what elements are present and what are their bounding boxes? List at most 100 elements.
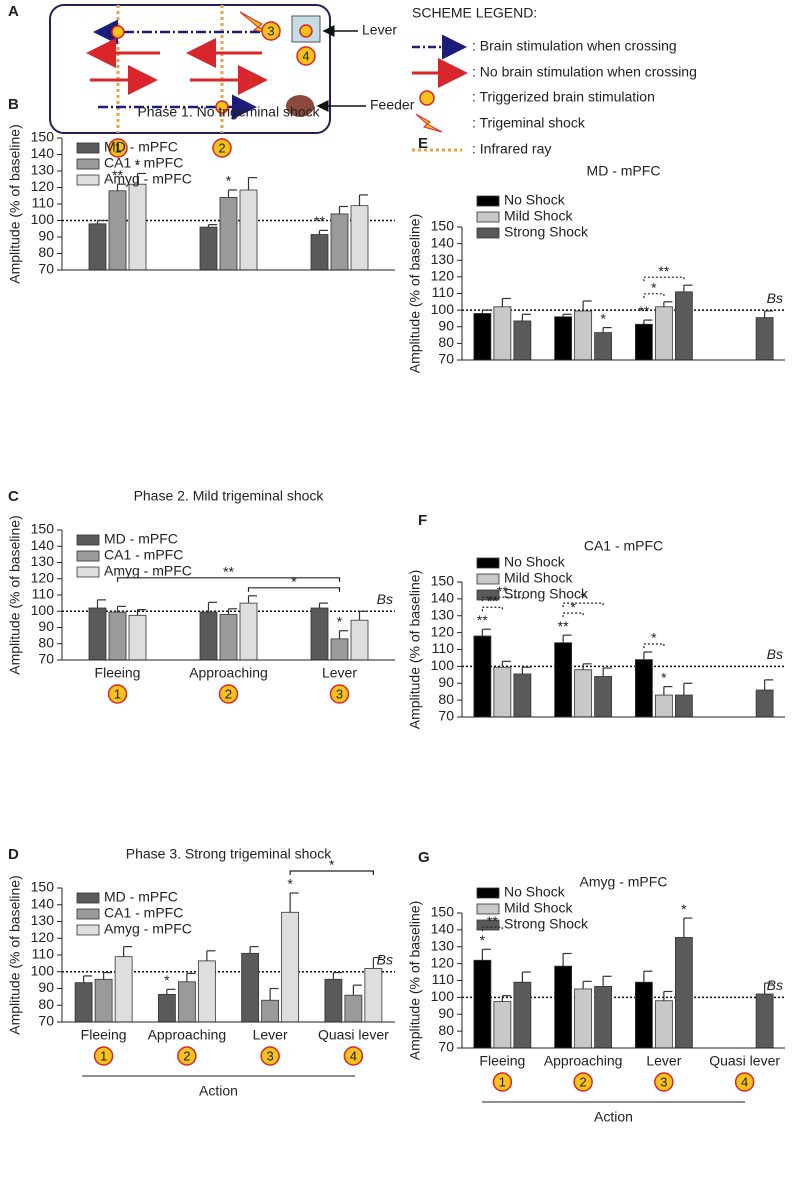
marker: 1 xyxy=(108,138,128,158)
y-tick-label: 80 xyxy=(438,691,454,707)
legend-label: CA1 - mPFC xyxy=(104,547,183,563)
marker-label: 4 xyxy=(302,48,309,63)
legend-swatch xyxy=(76,924,100,936)
x-tick-label: Quasi lever xyxy=(709,1053,780,1069)
bar xyxy=(594,332,613,361)
x-tick-label: Approaching xyxy=(189,665,268,681)
x-tick-label: Quasi lever xyxy=(318,1027,389,1043)
bar xyxy=(239,189,258,271)
bar xyxy=(364,968,383,1023)
y-tick-label: 100 xyxy=(431,301,455,317)
category-marker-label: 4 xyxy=(741,1074,748,1089)
y-tick-label: 150 xyxy=(31,879,55,895)
legend-swatch xyxy=(476,227,500,239)
legend-swatch xyxy=(476,211,500,223)
marker: 4 xyxy=(296,46,316,66)
y-tick-label: 150 xyxy=(31,129,55,145)
bracket-label: * xyxy=(580,589,586,605)
significance: * xyxy=(480,932,486,948)
bar xyxy=(157,993,176,1023)
bar xyxy=(493,306,512,361)
x-axis-label: Action xyxy=(199,1083,238,1099)
stim-dot xyxy=(299,24,313,38)
legend-swatch xyxy=(76,566,100,578)
baseline-label: Bs xyxy=(377,951,393,967)
legend-swatch xyxy=(76,550,100,562)
feeder-label: Feeder xyxy=(370,97,415,113)
legend-label: Mild Shock xyxy=(504,900,573,916)
bar xyxy=(128,183,147,271)
y-tick-label: 80 xyxy=(438,1022,454,1038)
significance: * xyxy=(337,613,343,629)
category-marker xyxy=(573,1072,593,1092)
bar xyxy=(177,981,196,1023)
category-marker-label: 1 xyxy=(114,686,121,701)
category-marker-label: 2 xyxy=(225,686,232,701)
bar xyxy=(473,635,492,718)
significance-bracket xyxy=(643,643,665,649)
bar xyxy=(128,614,147,661)
bar xyxy=(114,956,133,1023)
x-tick-label: Approaching xyxy=(148,1027,227,1043)
category-marker-label: 4 xyxy=(350,1048,357,1063)
legend-icon xyxy=(415,113,443,133)
legend-label: Amyg - mPFC xyxy=(104,921,192,937)
y-tick-label: 140 xyxy=(31,895,55,911)
bar xyxy=(199,611,218,661)
legend-label: MD - mPFC xyxy=(104,889,178,905)
marker: 3 xyxy=(261,21,281,41)
bar xyxy=(654,694,673,718)
bracket-label: * xyxy=(291,574,297,590)
legend-swatch xyxy=(476,195,500,207)
bar xyxy=(674,937,693,1049)
category-marker xyxy=(107,684,128,704)
significance-bracket xyxy=(643,293,665,298)
legend-swatch xyxy=(476,589,500,601)
legend-swatch xyxy=(476,573,500,585)
bar xyxy=(330,638,349,661)
category-marker-label: 1 xyxy=(100,1048,107,1063)
y-tick-label: 80 xyxy=(38,996,54,1012)
y-tick-label: 110 xyxy=(432,971,455,987)
x-axis-label: Action xyxy=(594,1109,633,1125)
x-tick-label: Lever xyxy=(253,1027,288,1043)
panel-label: E xyxy=(418,135,428,152)
significance: * xyxy=(681,901,687,917)
y-axis-label: Amplitude (% of baseline) xyxy=(7,124,23,284)
significance-bracket xyxy=(643,276,685,282)
significance: * xyxy=(226,173,232,189)
legend-label: Mild Shock xyxy=(504,570,573,586)
chart-title: MD - mPFC xyxy=(587,163,661,179)
bar xyxy=(554,642,573,718)
marker-label: 2 xyxy=(218,140,225,155)
y-tick-label: 130 xyxy=(31,162,55,178)
chart-title: CA1 - mPFC xyxy=(584,538,663,554)
bar-chart: C Phase 2. Mild trigeminal shock Amplitude… xyxy=(7,488,395,704)
chart-title: Phase 2. Mild trigeminal shock xyxy=(134,488,325,504)
bar xyxy=(755,689,774,718)
significance: * xyxy=(135,156,141,172)
legend-swatch xyxy=(76,142,100,154)
x-tick-label: Fleeing xyxy=(95,665,141,681)
y-tick-label: 120 xyxy=(431,954,455,970)
legend-title: SCHEME LEGEND: xyxy=(412,5,537,21)
chart-title: Phase 3. Strong trigeminal shock xyxy=(126,846,332,862)
marker-label: 1 xyxy=(114,140,121,155)
category-marker-label: 3 xyxy=(267,1048,274,1063)
legend-label: Amyg - mPFC xyxy=(104,563,192,579)
y-tick-label: 140 xyxy=(31,145,55,161)
category-marker-label: 3 xyxy=(660,1074,667,1089)
y-tick-label: 100 xyxy=(431,657,455,673)
bar xyxy=(574,669,593,718)
y-tick-label: 140 xyxy=(431,590,455,606)
bar xyxy=(473,313,492,361)
y-tick-label: 150 xyxy=(31,521,55,537)
y-tick-label: 130 xyxy=(431,937,455,953)
significance: ** xyxy=(477,612,488,628)
y-tick-label: 120 xyxy=(31,178,55,194)
bar xyxy=(493,1001,512,1049)
bar xyxy=(261,999,280,1023)
y-axis-label: Amplitude (% of baseline) xyxy=(7,875,23,1035)
